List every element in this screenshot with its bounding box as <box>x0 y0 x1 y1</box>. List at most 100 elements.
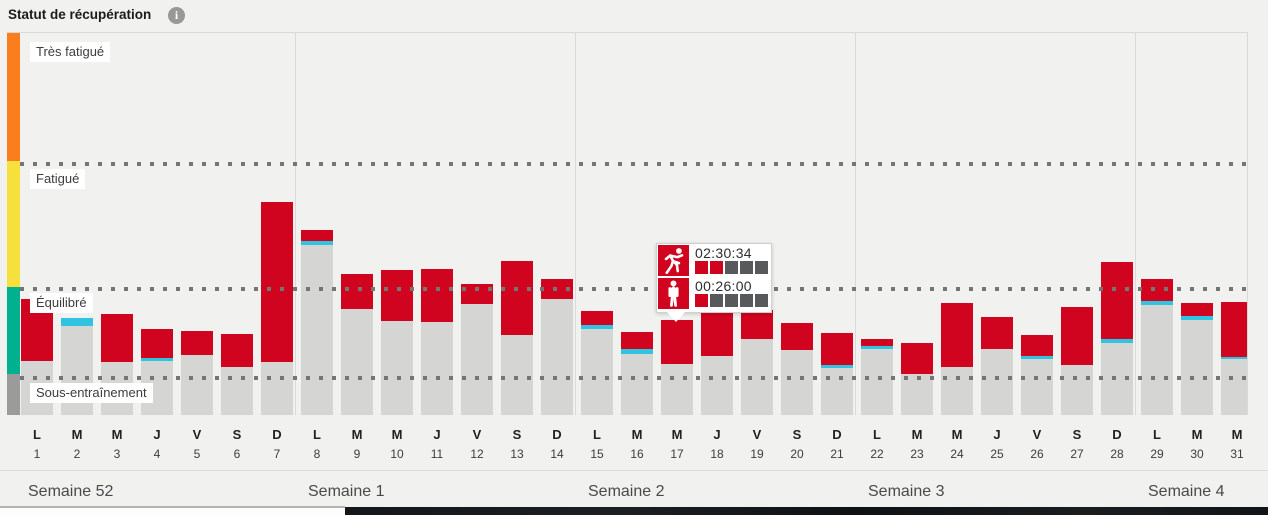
bar-segment-cyan <box>1141 301 1173 305</box>
bar-segment-cyan <box>1021 356 1053 359</box>
bar-day-24[interactable] <box>941 303 973 415</box>
bar-day-14[interactable] <box>541 279 573 415</box>
week-separator-line <box>295 33 296 415</box>
day-number-label: 30 <box>1190 447 1204 461</box>
day-number-label: 19 <box>750 447 764 461</box>
day-letter-label: V <box>1032 427 1042 442</box>
day-number-label: 31 <box>1230 447 1244 461</box>
bar-day-9[interactable] <box>341 274 373 415</box>
day-letter-label: M <box>631 427 643 442</box>
bar-segment-gray <box>621 354 653 415</box>
day-number-label: 26 <box>1030 447 1044 461</box>
bar-day-25[interactable] <box>981 317 1013 415</box>
day-letter-label: L <box>1153 427 1161 442</box>
day-number-label: 18 <box>710 447 724 461</box>
bar-day-23[interactable] <box>901 343 933 415</box>
day-number-label: 16 <box>630 447 644 461</box>
intensity-block <box>725 261 738 274</box>
bar-day-13[interactable] <box>501 261 533 415</box>
day-letter-label: V <box>472 427 482 442</box>
bottom-scrollbar-track[interactable] <box>0 506 345 515</box>
day-letter-label: J <box>713 427 721 442</box>
intensity-block <box>740 261 753 274</box>
bar-segment-cyan <box>61 318 93 326</box>
bar-day-20[interactable] <box>781 323 813 415</box>
day-letter-label: D <box>1112 427 1122 442</box>
bar-segment-gray <box>901 374 933 415</box>
day-number-label: 14 <box>550 447 564 461</box>
bar-day-30[interactable] <box>1181 303 1213 415</box>
bar-segment-red <box>581 311 613 325</box>
bar-segment-red <box>1221 302 1247 357</box>
bar-day-31[interactable] <box>1221 302 1247 415</box>
tooltip: 02:30:34 00:26:00 <box>656 243 772 322</box>
bar-day-29[interactable] <box>1141 279 1173 415</box>
day-letter-label: L <box>313 427 321 442</box>
zone-label-sous-entrainement: Sous-entraînement <box>30 383 153 403</box>
bar-day-5[interactable] <box>181 331 213 415</box>
bar-segment-cyan <box>581 325 613 329</box>
intensity-block <box>755 261 768 274</box>
bar-day-28[interactable] <box>1101 262 1133 415</box>
bottom-dark-preview-strip <box>345 507 1268 515</box>
day-letter-label: M <box>111 427 123 442</box>
bar-day-8[interactable] <box>301 230 333 415</box>
day-number-label: 20 <box>790 447 804 461</box>
day-letter-label: D <box>832 427 842 442</box>
day-letter-label: J <box>433 427 441 442</box>
bar-day-7[interactable] <box>261 202 293 415</box>
day-letter-label: L <box>593 427 601 442</box>
bar-day-26[interactable] <box>1021 335 1053 415</box>
day-letter-label: M <box>951 427 963 442</box>
day-letter-label: S <box>1072 427 1082 442</box>
bar-segment-red <box>341 274 373 309</box>
day-number-label: 2 <box>73 447 81 461</box>
bar-segment-gray <box>181 355 213 415</box>
bar-segment-cyan <box>621 349 653 354</box>
bar-segment-gray <box>341 309 373 415</box>
bar-segment-gray <box>821 368 853 415</box>
bar-segment-red <box>181 331 213 355</box>
day-number-label: 1 <box>33 447 41 461</box>
day-number-label: 11 <box>430 447 444 461</box>
bar-day-6[interactable] <box>221 334 253 415</box>
day-number-label: 25 <box>990 447 1004 461</box>
day-number-label: 24 <box>950 447 964 461</box>
zone-threshold-dotted-line <box>20 162 1247 166</box>
bar-day-12[interactable] <box>461 284 493 415</box>
bar-day-21[interactable] <box>821 333 853 415</box>
bar-segment-red <box>981 317 1013 349</box>
tooltip-pointer-arrow <box>667 312 685 322</box>
day-letter-label: S <box>232 427 242 442</box>
bar-segment-gray <box>261 362 293 415</box>
bar-segment-cyan <box>1181 316 1213 320</box>
bar-segment-gray <box>861 349 893 415</box>
day-number-label: 12 <box>470 447 484 461</box>
bar-day-10[interactable] <box>381 270 413 415</box>
day-letter-label: L <box>33 427 41 442</box>
page-title: Statut de récupération <box>8 7 152 22</box>
standing-person-icon <box>658 278 689 309</box>
bar-day-15[interactable] <box>581 311 613 415</box>
bar-day-17[interactable] <box>661 320 693 415</box>
bar-day-16[interactable] <box>621 332 653 415</box>
bar-segment-gray <box>581 329 613 415</box>
tooltip-time: 02:30:34 <box>695 245 752 261</box>
bar-day-22[interactable] <box>861 339 893 415</box>
bar-day-19[interactable] <box>741 310 773 415</box>
week-label: Semaine 4 <box>1148 483 1225 500</box>
bar-day-27[interactable] <box>1061 307 1093 415</box>
bar-day-11[interactable] <box>421 269 453 415</box>
bar-segment-gray <box>1181 320 1213 415</box>
intensity-blocks <box>695 294 768 307</box>
zone-band-tres-fatigue <box>7 33 20 161</box>
bar-segment-red <box>261 202 293 362</box>
info-icon[interactable]: i <box>168 7 185 24</box>
bar-day-18[interactable] <box>701 309 733 415</box>
day-letter-label: M <box>1191 427 1203 442</box>
day-letter-label: S <box>792 427 802 442</box>
tooltip-row-running: 02:30:34 <box>658 245 770 277</box>
intensity-block <box>740 294 753 307</box>
axis-divider-line <box>0 470 1268 471</box>
intensity-block <box>695 294 708 307</box>
